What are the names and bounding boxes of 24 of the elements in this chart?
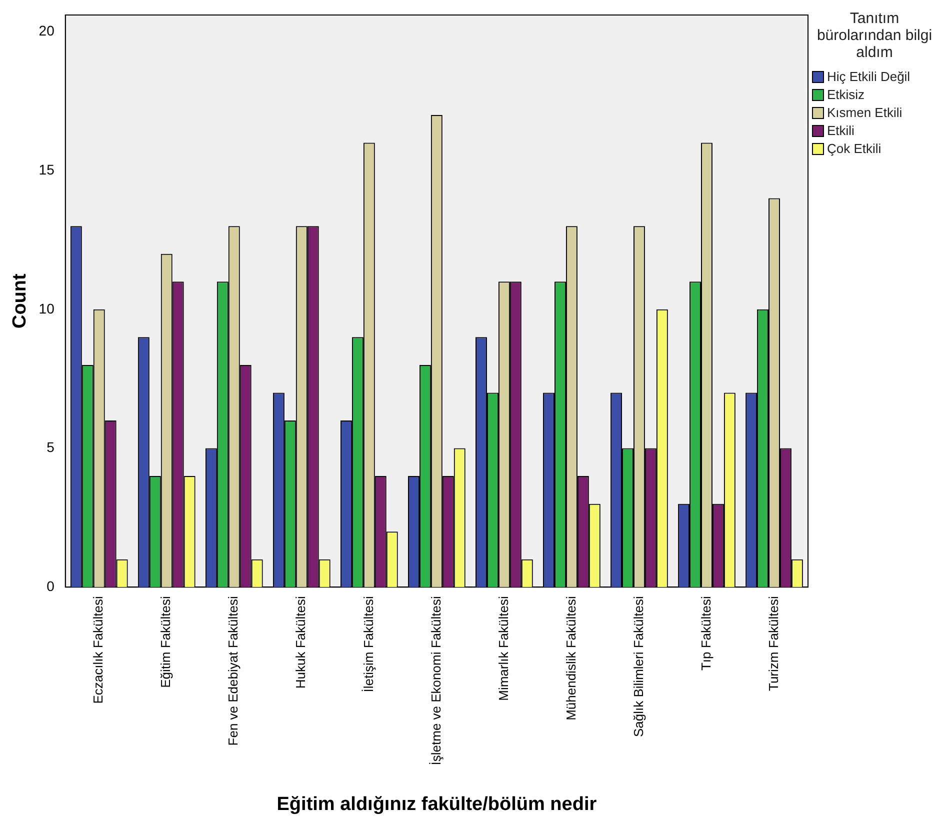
y-axis-title: Count xyxy=(10,272,31,329)
x-tick-label: Eczacılık Fakültesi xyxy=(90,596,106,704)
x-tick-label: Turizm Fakültesi xyxy=(766,596,781,692)
x-tick-label: Eğitim Fakültesi xyxy=(158,596,174,688)
legend-label: Çok Etkili xyxy=(827,141,882,156)
legend-title: Tanıtım bürolarından bilgi aldım xyxy=(816,10,934,61)
y-tick-label: 5 xyxy=(46,439,55,456)
y-tick-label: 0 xyxy=(46,578,55,594)
legend-label: Kısmen Etkili xyxy=(827,105,902,120)
y-tick-label: 20 xyxy=(38,22,55,39)
x-tick-label: Tıp Fakültesi xyxy=(698,596,714,671)
x-tick-label: Hukuk Fakültesi xyxy=(293,596,308,689)
x-axis-title: Eğitim aldığınız fakülte/bölüm nedir xyxy=(276,794,598,815)
x-tick-label: Sağlık Bilimleri Fakültesi xyxy=(630,596,646,738)
x-tick-label: Mühendislik Fakültesi xyxy=(563,596,578,720)
legend-label: Hiç Etkili Değil xyxy=(827,69,910,84)
legend-label: Etkili xyxy=(827,123,854,138)
x-tick-label: Mimarlık Fakültesi xyxy=(496,596,511,701)
x-tick-label: İletişim Fakültesi xyxy=(360,596,376,692)
y-tick-label: 10 xyxy=(38,300,55,316)
x-tick-label: İşletme ve Ekonomi Fakültesi xyxy=(428,596,444,766)
x-tick-label: Fen ve Edebiyat Fakültesi xyxy=(226,596,241,746)
y-tick-label: 15 xyxy=(38,161,55,178)
legend-label: Etkisiz xyxy=(827,87,865,102)
